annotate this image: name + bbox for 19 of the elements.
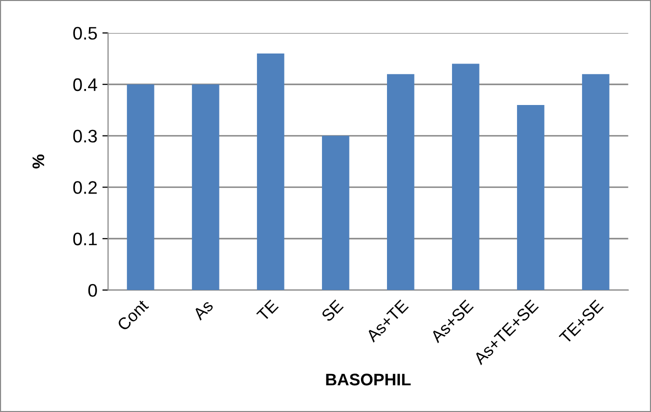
y-tick-label: 0.3 [73, 130, 97, 143]
y-tick-label: 0 [88, 284, 97, 297]
bar [322, 136, 350, 290]
x-tick-label: As [192, 299, 214, 321]
y-tick-label: 0.5 [73, 26, 97, 40]
bar [126, 84, 154, 290]
x-axis-title: BASOPHIL [326, 374, 411, 386]
x-tick-label: TE [256, 299, 279, 322]
bar [582, 74, 610, 290]
y-tick-label: 0.1 [73, 232, 97, 246]
bar [256, 54, 284, 290]
bar [452, 64, 480, 290]
x-tick-label: SE [320, 299, 344, 322]
y-tick-label: 0.4 [73, 78, 98, 92]
bar [517, 104, 544, 290]
bar [192, 84, 220, 290]
y-tick-label: 0.2 [73, 181, 97, 194]
bar [386, 74, 414, 290]
y-axis-title: % [32, 154, 44, 168]
